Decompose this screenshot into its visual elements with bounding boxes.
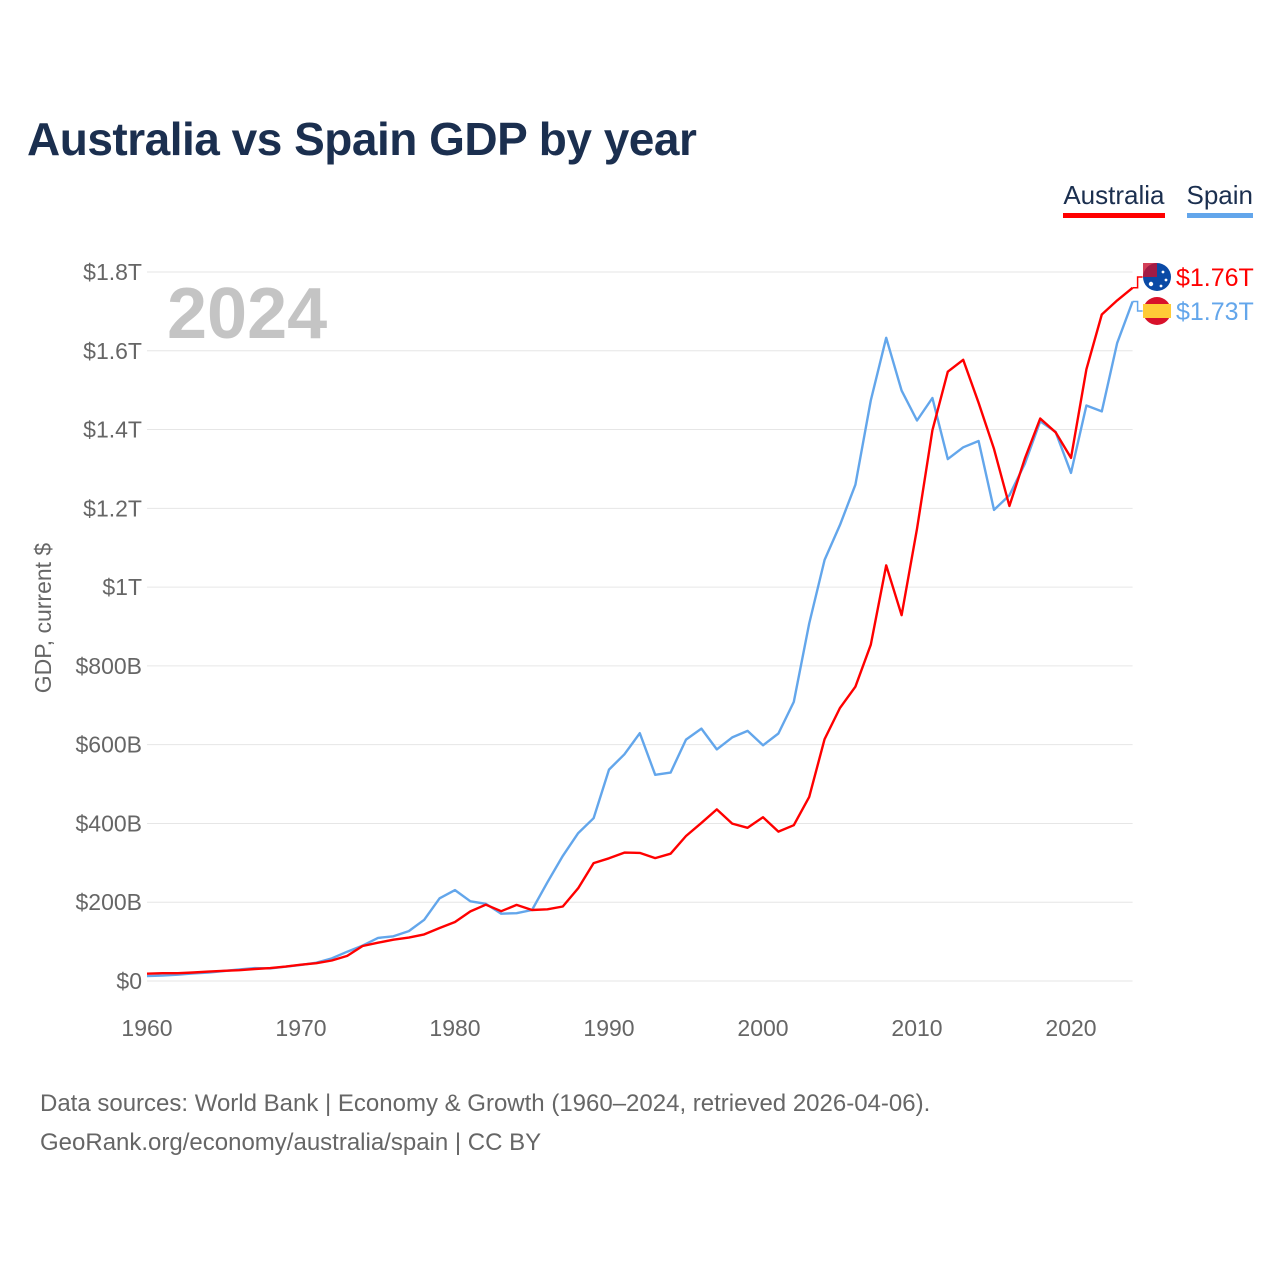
x-tick-label: 2000 (737, 1015, 788, 1041)
x-tick-label: 2010 (891, 1015, 942, 1041)
flag-star (1161, 270, 1165, 274)
year-watermark: 2024 (167, 274, 327, 354)
source-note: Data sources: World Bank | Economy & Gro… (40, 1084, 930, 1162)
legend-item-australia[interactable]: Australia (1063, 180, 1165, 218)
chart-title: Australia vs Spain GDP by year (27, 113, 697, 165)
end-value-label-spain: $1.73T (1176, 298, 1254, 326)
y-tick-label: $1T (102, 574, 142, 600)
x-tick-label: 1970 (275, 1015, 326, 1041)
y-tick-label: $600B (75, 732, 142, 758)
flag-union (1143, 263, 1157, 277)
y-tick-label: $0 (116, 968, 142, 994)
x-tick-label: 1960 (121, 1015, 172, 1041)
australia-flag-icon (1143, 263, 1171, 291)
y-axis-label: GDP, current $ (30, 543, 56, 694)
source-line-2[interactable]: GeoRank.org/economy/australia/spain | CC… (40, 1129, 542, 1156)
y-tick-label: $1.2T (83, 495, 142, 521)
flag-stripe (1143, 304, 1171, 318)
y-tick-label: $200B (75, 889, 142, 915)
flag-star (1159, 284, 1163, 288)
legend: Australia Spain (1063, 180, 1253, 218)
end-value-label-australia: $1.76T (1176, 264, 1254, 292)
spain-flag-icon (1143, 297, 1171, 325)
x-tick-label: 2020 (1045, 1015, 1096, 1041)
x-tick-label: 1980 (429, 1015, 480, 1041)
y-tick-label: $1.4T (83, 417, 142, 443)
flag-star (1148, 281, 1154, 287)
y-tick-label: $400B (75, 810, 142, 836)
legend-item-spain[interactable]: Spain (1186, 180, 1253, 218)
end-connector (1132, 300, 1143, 312)
series-line-australia (146, 286, 1134, 975)
y-tick-label: $1.6T (83, 338, 142, 364)
source-line-1: Data sources: World Bank | Economy & Gro… (40, 1090, 931, 1117)
y-tick-label: $800B (75, 653, 142, 679)
series-line-spain (146, 301, 1134, 978)
y-tick-label: $1.8T (83, 259, 142, 285)
flag-star (1164, 278, 1168, 282)
end-connector (1132, 276, 1143, 289)
x-tick-label: 1990 (583, 1015, 634, 1041)
